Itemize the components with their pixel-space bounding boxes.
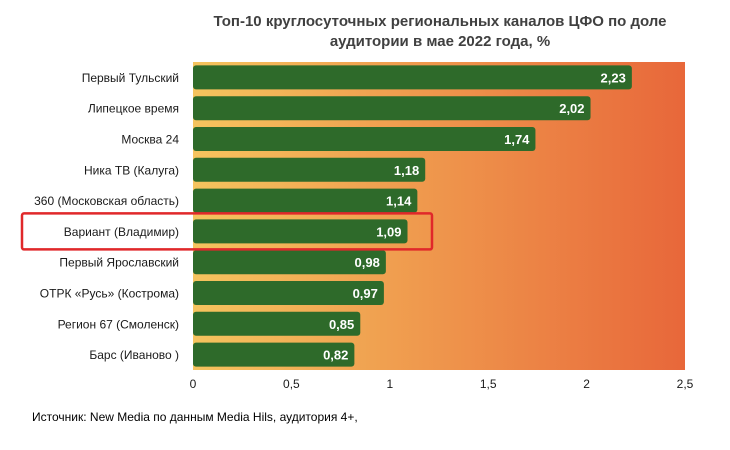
category-label: Первый Ярославский <box>59 256 179 270</box>
bar <box>193 342 355 367</box>
category-label: Москва 24 <box>121 133 179 147</box>
bar <box>193 250 386 275</box>
x-tick-label: 0 <box>190 377 197 391</box>
bar <box>193 157 426 182</box>
category-label: Ника ТВ (Калуга) <box>84 163 179 177</box>
source-note: Источник: New Media по данным Media Hils… <box>32 410 358 424</box>
category-label: Вариант (Владимир) <box>64 225 179 239</box>
bar-value-label: 0,97 <box>353 286 378 301</box>
chart-title-line-2: аудитории в мае 2022 года, % <box>329 33 551 50</box>
category-label: ОТРК «Русь» (Кострома) <box>40 287 179 301</box>
bar-value-label: 1,14 <box>386 194 412 209</box>
x-tick-label: 1 <box>386 377 393 391</box>
bar <box>193 281 384 305</box>
category-label: Барс (Иваново ) <box>89 348 179 362</box>
bar-value-label: 0,82 <box>323 348 348 363</box>
category-label: Регион 67 (Смоленск) <box>58 317 179 331</box>
bar-value-label: 2,02 <box>559 101 584 116</box>
chart-title: Топ-10 круглосуточных региональных канал… <box>160 12 720 52</box>
chart-title-line-1: Топ-10 круглосуточных региональных канал… <box>213 13 667 30</box>
bar-value-label: 2,23 <box>601 70 626 85</box>
category-label: 360 (Московская область) <box>34 194 179 208</box>
x-tick-label: 1,5 <box>480 377 497 391</box>
bar <box>193 96 591 121</box>
bar-value-label: 0,98 <box>355 255 380 270</box>
bar-value-label: 0,85 <box>329 317 354 332</box>
bar-value-label: 1,18 <box>394 163 419 178</box>
x-axis: 0 0,5 1 1,5 2 2,5 <box>190 377 694 391</box>
bar <box>193 127 536 151</box>
category-label: Первый Тульский <box>82 71 179 85</box>
x-tick-label: 2 <box>583 377 590 391</box>
bar-value-label: 1,09 <box>376 224 401 239</box>
bar <box>193 188 418 213</box>
x-tick-label: 0,5 <box>283 377 300 391</box>
bar <box>193 311 361 336</box>
bar <box>193 219 408 244</box>
bar-value-label: 1,74 <box>504 132 530 147</box>
bar <box>193 65 632 90</box>
highlight-box <box>20 212 434 251</box>
bars-group: Первый Тульский 2,23 Липецкое время 2,02 Мос… <box>34 65 632 367</box>
x-tick-label: 2,5 <box>677 377 694 391</box>
category-label: Липецкое время <box>88 102 179 116</box>
